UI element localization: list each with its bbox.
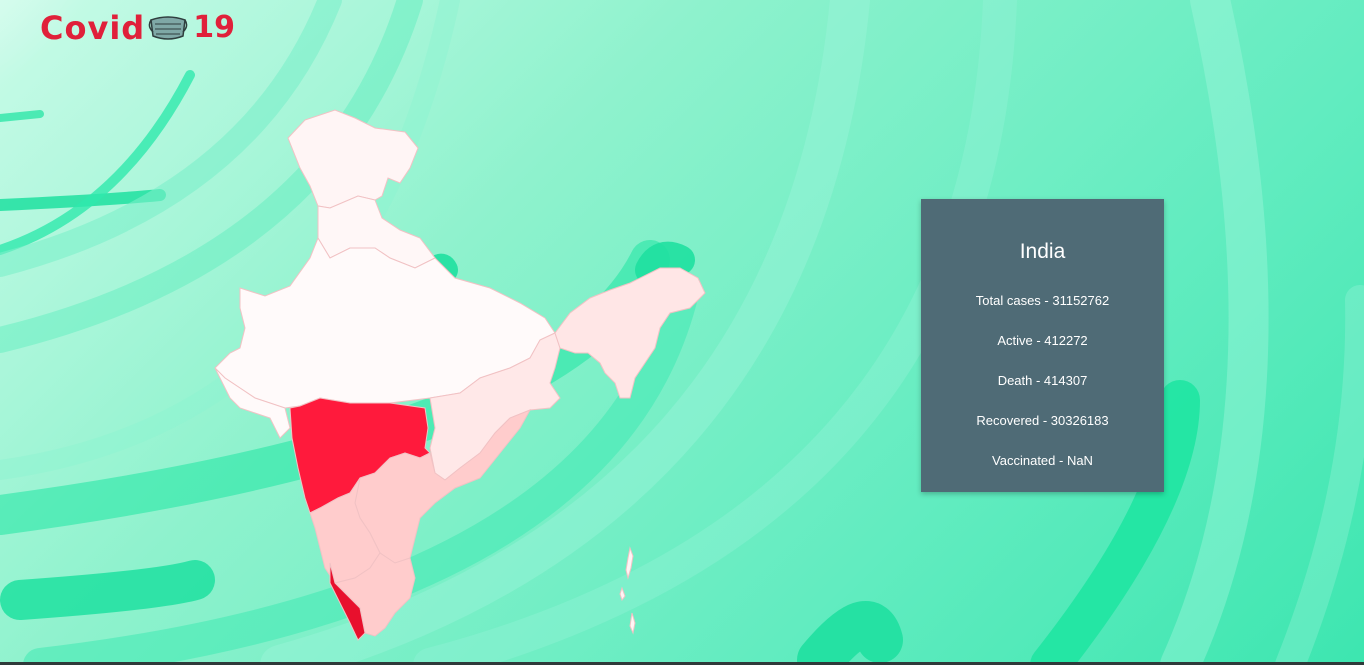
stat-recovered: Recovered - 30326183 — [976, 413, 1109, 428]
map-region-islands[interactable] — [619, 546, 636, 635]
india-map[interactable] — [210, 108, 710, 648]
logo-text: Covid — [40, 9, 146, 47]
map-region-northeast[interactable] — [554, 267, 706, 399]
stat-death: Death - 414307 — [997, 373, 1088, 388]
map-region-kerala[interactable] — [329, 562, 366, 641]
map-region-north[interactable] — [287, 109, 419, 209]
bottom-border — [0, 662, 1364, 665]
logo-number: 19 — [193, 10, 235, 45]
logo[interactable]: Covid 19 — [40, 8, 235, 48]
stat-vaccinated: Vaccinated - NaN — [992, 453, 1093, 468]
map-region-west[interactable] — [214, 367, 291, 439]
face-mask-icon — [148, 16, 188, 40]
stats-list: Total cases - 31152762 Active - 412272 D… — [921, 281, 1164, 481]
map-region-south-west[interactable] — [309, 477, 381, 584]
stat-active: Active - 412272 — [997, 333, 1088, 348]
country-stats-card: India Total cases - 31152762 Active - 41… — [921, 199, 1164, 492]
card-title: India — [1019, 240, 1066, 263]
stat-total-cases: Total cases - 31152762 — [975, 293, 1110, 308]
